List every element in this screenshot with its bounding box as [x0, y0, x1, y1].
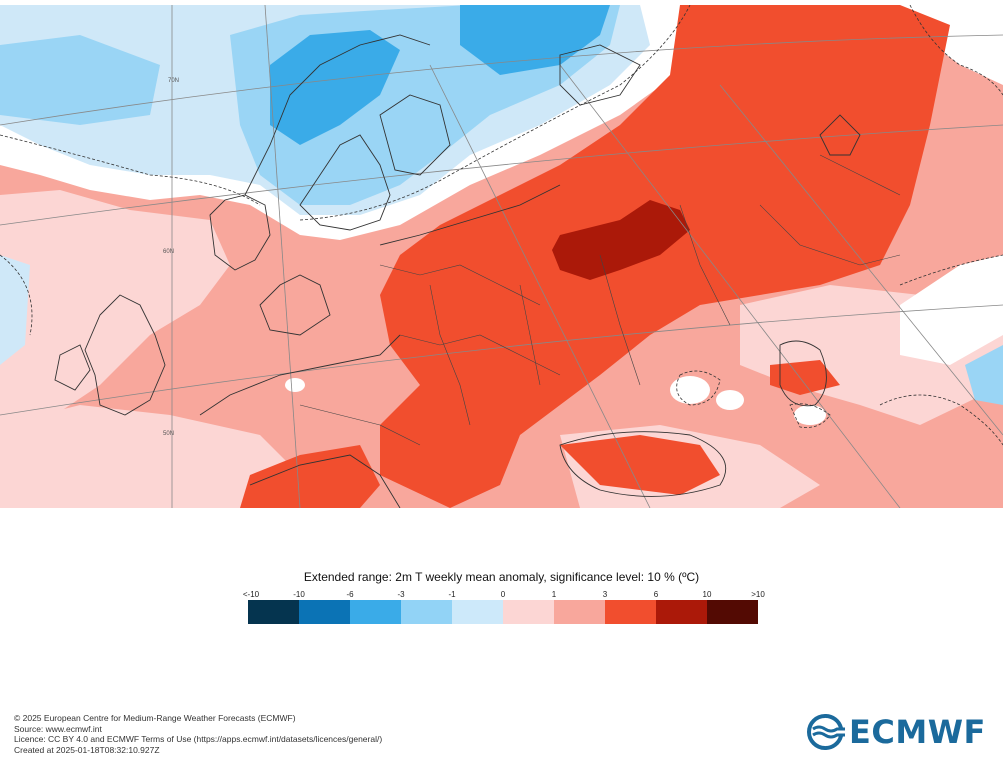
- legend-tick: >10: [751, 590, 765, 599]
- legend-colorbar: [248, 600, 758, 624]
- region-blue-east: [965, 345, 1003, 405]
- legend-ticks: <-10 -10 -6 -3 -1 0 1 3 6 10 >10: [0, 590, 1003, 604]
- legend-tick: -3: [397, 590, 405, 599]
- ecmwf-logo-icon: [807, 714, 845, 750]
- coast-baltic-east: [379, 184, 561, 246]
- graticule-lon-2: [264, 5, 301, 508]
- anomaly-map-canvas: 70N 60N 50N: [0, 5, 1003, 508]
- coast-finland: [379, 94, 451, 176]
- legend-tick: -10: [293, 590, 305, 599]
- legend-tick: -1: [448, 590, 456, 599]
- legend-tick: 1: [551, 590, 557, 599]
- border-8: [819, 154, 901, 196]
- region-pink-atlantic: [0, 190, 230, 435]
- coast-ireland: [54, 344, 91, 391]
- border-6: [679, 204, 731, 326]
- footer-created: Created at 2025-01-18T08:32:10.927Z: [14, 744, 160, 755]
- footer-source: Source: www.ecmwf.int: [14, 723, 102, 734]
- legend-tick: 0: [500, 590, 506, 599]
- contour-3: [0, 254, 33, 336]
- coast-britain: [84, 294, 166, 416]
- coastlines: [54, 34, 861, 508]
- legend-tick: <-10: [242, 590, 260, 599]
- legend-swatch-0: [248, 600, 299, 624]
- region-lightblue-atlantic: [0, 255, 30, 365]
- region-red-eastern-europe: [380, 5, 950, 508]
- border-2: [399, 334, 561, 376]
- legend-tick: -6: [346, 590, 354, 599]
- footer-copyright: © 2025 European Centre for Medium-Range …: [14, 713, 296, 723]
- lat-label-50: 50N: [163, 431, 174, 437]
- legend-swatch-6: [554, 600, 605, 624]
- region-darkred-russia: [552, 200, 690, 280]
- graticule-lat-60: [0, 124, 1003, 226]
- patch-white-4: [285, 378, 305, 392]
- coast-north-sea: [199, 334, 401, 416]
- coast-mediterranean: [249, 454, 401, 508]
- border-4: [519, 284, 541, 386]
- graticule-lat-50: [0, 304, 1003, 416]
- legend-swatch-8: [656, 600, 707, 624]
- ecmwf-logo-text: ECMWF: [849, 713, 986, 751]
- contour-7: [789, 403, 831, 428]
- contour-2: [299, 5, 691, 221]
- legend-tick: 6: [653, 590, 659, 599]
- patch-white-3: [794, 405, 826, 425]
- legend-tick: 3: [602, 590, 608, 599]
- contour-8: [879, 394, 1003, 446]
- region-red-caspian: [770, 360, 840, 395]
- graticule-lon-4: [559, 64, 901, 508]
- ecmwf-logo: ECMWF: [803, 713, 986, 751]
- contour-5: [909, 5, 1003, 96]
- contour-6: [676, 370, 721, 406]
- region-midblue-greenland: [0, 35, 160, 125]
- coast-sweden: [299, 134, 391, 231]
- region-red-black-sea: [560, 435, 720, 495]
- coast-norway-south: [209, 194, 271, 271]
- graticule-lat-70: [0, 34, 1003, 126]
- coast-norway-west: [244, 34, 431, 196]
- coast-black-sea: [559, 431, 727, 497]
- coast-caspian: [779, 340, 827, 407]
- coast-denmark: [259, 274, 331, 336]
- graticule-lon-3: [429, 64, 651, 508]
- region-pink-iberia: [0, 405, 300, 508]
- coast-lake-russia: [819, 114, 861, 156]
- lat-label-60: 60N: [163, 249, 174, 255]
- coast-white-sea: [559, 44, 641, 106]
- legend-swatch-5: [503, 600, 554, 624]
- patch-white-2: [716, 390, 744, 410]
- border-7: [759, 204, 901, 266]
- footer: © 2025 European Centre for Medium-Range …: [14, 713, 382, 755]
- legend-swatch-2: [350, 600, 401, 624]
- legend-swatch-4: [452, 600, 503, 624]
- lat-label-70: 70N: [168, 78, 179, 84]
- region-blue-scandinavia: [270, 30, 400, 145]
- legend: Extended range: 2m T weekly mean anomaly…: [0, 570, 1003, 624]
- border-5: [599, 254, 641, 386]
- graticule-lon-5: [719, 84, 1003, 436]
- contour-4: [899, 254, 1003, 286]
- contour-1: [0, 134, 261, 206]
- legend-swatch-7: [605, 600, 656, 624]
- region-red-italy: [240, 445, 380, 508]
- border-3: [429, 284, 471, 426]
- legend-title: Extended range: 2m T weekly mean anomaly…: [303, 570, 700, 584]
- legend-tick: 10: [702, 590, 712, 599]
- border-1: [379, 264, 541, 306]
- legend-swatch-3: [401, 600, 452, 624]
- region-white-east: [900, 255, 1003, 365]
- border-9: [299, 404, 421, 446]
- anomaly-map: 70N 60N 50N: [0, 5, 1003, 508]
- graticule: [0, 5, 1003, 508]
- patch-white-1: [670, 376, 710, 404]
- legend-swatch-9: [707, 600, 758, 624]
- legend-swatch-1: [299, 600, 350, 624]
- significance-contours: [0, 5, 1003, 446]
- footer-licence: Licence: CC BY 4.0 and ECMWF Terms of Us…: [14, 734, 383, 745]
- borders: [299, 154, 901, 446]
- region-blue-barents: [460, 5, 610, 75]
